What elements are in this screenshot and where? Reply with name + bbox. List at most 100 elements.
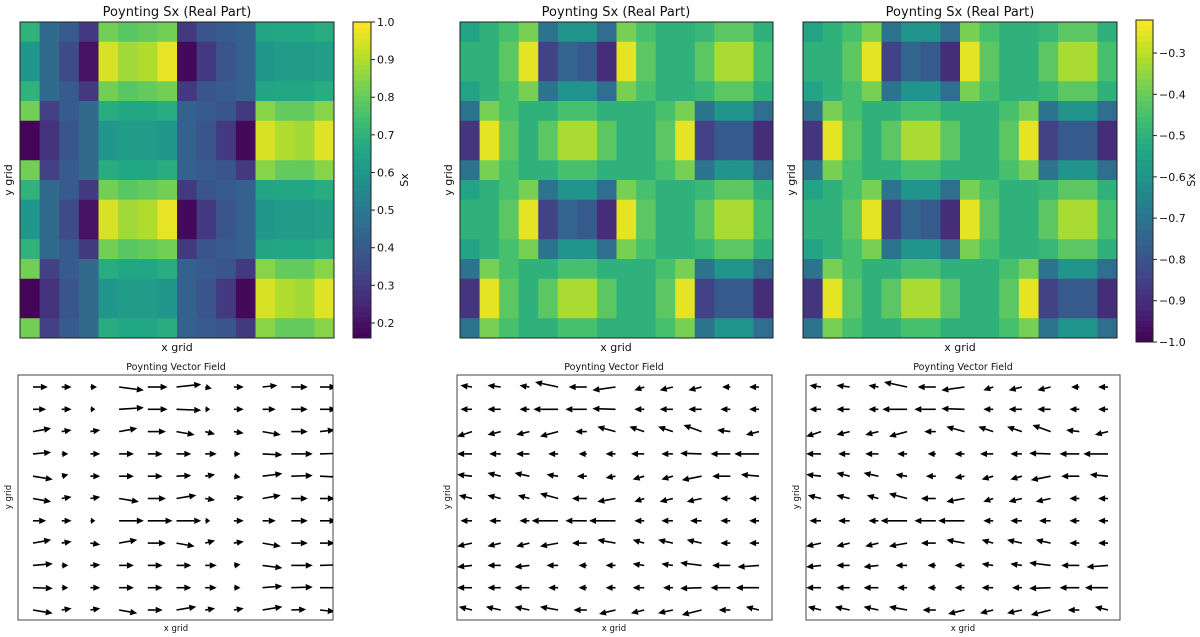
heatmap-cell <box>255 278 276 299</box>
quiver-arrow <box>147 562 163 569</box>
heatmap-cell <box>714 22 735 43</box>
arrow-head <box>888 604 897 612</box>
arrow-head <box>954 584 962 591</box>
arrow-shaft <box>605 609 616 614</box>
heatmap-cell <box>822 278 843 299</box>
quiver-arrow <box>546 472 559 479</box>
quiver-arrow <box>575 428 587 435</box>
heatmap-cell <box>1097 180 1118 201</box>
heatmap-cell <box>1058 101 1079 122</box>
heatmap-cell <box>216 298 237 319</box>
heatmap-cell <box>901 239 922 260</box>
heatmap-cell <box>216 61 237 82</box>
heatmap-cell <box>137 219 158 240</box>
heatmap-cell <box>275 259 296 280</box>
quiver-arrow <box>291 584 313 591</box>
quiver-arrow <box>688 406 702 413</box>
heatmap-cell <box>275 160 296 181</box>
colorbar-segment <box>1136 218 1153 225</box>
heatmap-cell <box>1038 199 1059 220</box>
quiver-arrow <box>1059 450 1080 458</box>
colorbar-segment <box>1136 282 1153 289</box>
heatmap-cell <box>235 120 256 141</box>
arrow-head <box>61 472 69 480</box>
heatmap-cell <box>39 41 60 62</box>
arrow-head <box>546 562 554 569</box>
quiver-arrow <box>927 450 936 458</box>
arrow-shaft <box>688 609 702 615</box>
heatmap-cell <box>98 180 119 201</box>
heatmap-cell <box>1058 180 1079 201</box>
arrow-head <box>487 471 496 478</box>
arrow-head <box>917 383 925 391</box>
heatmap-cell <box>314 41 335 62</box>
colorbar-segment <box>1136 36 1153 42</box>
heatmap-cell <box>255 61 276 82</box>
heatmap-cell <box>999 140 1020 161</box>
arrow-head <box>234 584 241 591</box>
heatmap-cell <box>1038 120 1059 141</box>
arrow-shaft <box>664 609 674 613</box>
heatmap-cell <box>999 41 1020 62</box>
colorbar-segment <box>353 316 371 323</box>
heatmap-cell <box>675 81 696 102</box>
quiver-arrow <box>661 517 673 524</box>
quiver-arrow <box>924 428 936 435</box>
heatmap-cell <box>98 140 119 161</box>
arrow-head <box>1029 584 1037 592</box>
heatmap-cell <box>518 101 539 122</box>
heatmap-cell <box>960 61 981 82</box>
heatmap-cell <box>460 120 481 141</box>
arrow-head <box>39 517 47 524</box>
heatmap-cell <box>940 318 961 339</box>
heatmap-cell <box>577 259 598 280</box>
quiver-arrow <box>1029 584 1051 592</box>
quiver-arrow <box>457 472 473 479</box>
arrow-head <box>1030 610 1039 617</box>
heatmap-cell <box>822 239 843 260</box>
quiver-arrow <box>262 541 281 549</box>
quiver-panel-1: Poynting Vector Field x grid y grid <box>4 362 334 634</box>
arrow-head <box>806 563 814 570</box>
arrow-head <box>980 450 987 458</box>
heatmap-cell <box>235 318 256 339</box>
arrow-shaft <box>871 542 879 546</box>
arrow-head <box>64 539 72 546</box>
arrow-head <box>329 406 333 413</box>
heatmap-cell <box>753 22 774 43</box>
heatmap-cell <box>479 61 500 82</box>
quiver-arrow <box>589 517 616 524</box>
heatmap-cell <box>803 140 824 161</box>
quiver-arrow <box>806 430 822 438</box>
heatmap-cell <box>460 259 481 280</box>
arrow-head <box>749 495 757 502</box>
heatmap-cell <box>901 278 922 299</box>
heatmap-cell <box>733 219 754 240</box>
quiver-arrow <box>686 497 702 504</box>
arrow-head <box>126 473 134 480</box>
heatmap-cell <box>177 298 198 319</box>
heatmap-cell <box>753 160 774 181</box>
arrow-shaft <box>176 430 188 435</box>
quiver-arrow <box>1098 517 1108 524</box>
colorbar-segment <box>353 285 371 292</box>
quiver-arrow <box>119 473 134 480</box>
heatmap-cell <box>157 101 178 122</box>
y-axis-label: y grid <box>792 485 802 509</box>
heatmap-cell <box>822 120 843 141</box>
quiver-arrow <box>233 428 244 436</box>
heatmap-cell <box>177 259 198 280</box>
arrow-head <box>194 406 202 414</box>
arrow-head <box>193 381 202 389</box>
heatmap-cell <box>1038 22 1059 43</box>
arrow-head <box>690 517 698 524</box>
arrow-head <box>809 517 817 524</box>
arrow-shaft <box>604 497 616 502</box>
arrow-head <box>514 584 522 591</box>
heatmap-cell <box>314 120 335 141</box>
quiver-arrow <box>749 495 759 502</box>
arrow-head <box>207 429 216 436</box>
heatmap-cell <box>255 318 276 339</box>
arrow-head <box>589 517 597 524</box>
arrow-head <box>578 584 586 591</box>
